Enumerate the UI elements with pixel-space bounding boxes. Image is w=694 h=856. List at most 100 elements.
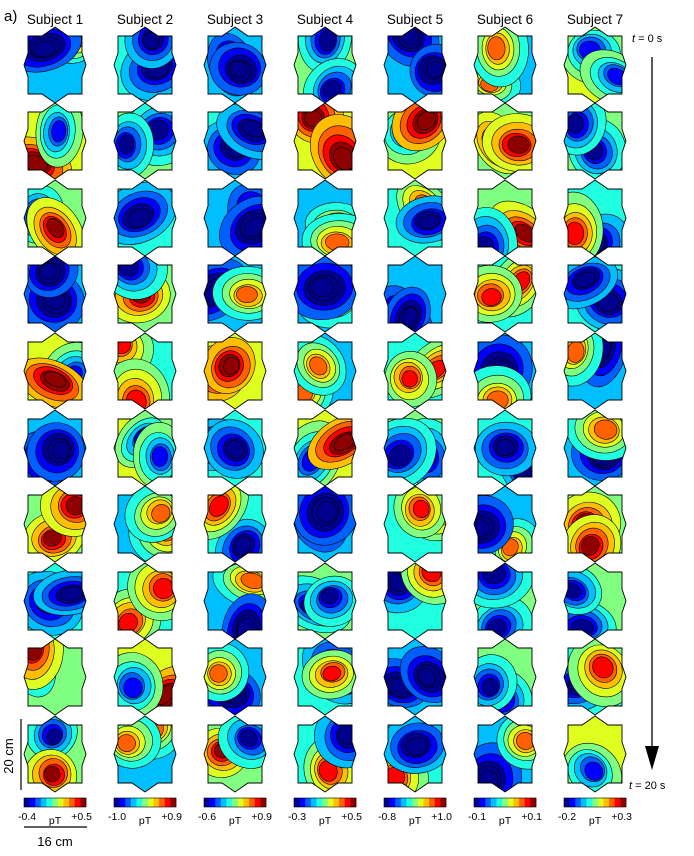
map-outline — [23, 255, 87, 333]
field-map — [384, 639, 446, 715]
colorbar-unit-label: pT — [139, 815, 152, 827]
subject-header: Subject 5 — [387, 12, 443, 27]
field-map — [384, 410, 446, 486]
map-outline — [113, 715, 177, 793]
map-outline — [293, 102, 357, 180]
field-map — [294, 716, 356, 792]
colorbar-unit-label: pT — [49, 815, 62, 827]
field-map — [564, 563, 626, 639]
map-outline — [113, 255, 177, 333]
field-map — [294, 563, 356, 639]
field-map — [204, 103, 266, 179]
field-map — [24, 563, 86, 639]
vertical-scale-label: 20 cm — [1, 738, 16, 773]
subject-header: Subject 1 — [27, 12, 83, 27]
field-map — [204, 410, 266, 486]
map-outline — [23, 102, 87, 180]
colorbar: -0.6 pT +0.9 — [198, 797, 272, 827]
colorbar-unit-label: pT — [499, 815, 512, 827]
field-map — [564, 103, 626, 179]
field-map — [294, 180, 356, 256]
map-outline — [293, 485, 357, 563]
field-map — [474, 716, 536, 792]
field-map — [114, 486, 176, 562]
field-map — [384, 333, 446, 409]
field-map — [474, 410, 536, 486]
field-maps-grid — [23, 26, 627, 793]
map-outline — [113, 332, 177, 410]
map-outline — [203, 255, 267, 333]
colorbar: -0.4 pT +0.5 — [18, 797, 92, 827]
map-outline — [293, 638, 357, 716]
map-outline — [383, 332, 447, 410]
map-outline — [203, 638, 267, 716]
colorbar-min-label: -0.6 — [198, 811, 216, 823]
field-map — [564, 27, 626, 103]
field-map — [564, 410, 626, 486]
field-map — [474, 103, 536, 179]
map-outline — [473, 715, 537, 793]
map-outline — [113, 102, 177, 180]
subject-header: Subject 6 — [477, 12, 533, 27]
colorbar-max-label: +0.3 — [611, 811, 632, 823]
map-outline — [113, 638, 177, 716]
map-outline — [563, 255, 627, 333]
colorbar-max-label: +0.9 — [251, 811, 272, 823]
time-start-label: t = 0 s — [632, 33, 663, 45]
colorbar: -0.1 pT +0.1 — [468, 797, 542, 827]
colorbars: -0.4 pT +0.5 -1.0 pT +0.9 -0.6 pT +0.9 -0.3 pT +0.5… — [18, 797, 632, 827]
colorbar-unit-label: pT — [589, 815, 602, 827]
field-map — [294, 639, 356, 715]
subject-header: Subject 2 — [117, 12, 173, 27]
subject-header: Subject 3 — [207, 12, 263, 27]
map-outline — [293, 715, 357, 793]
map-outline — [383, 715, 447, 793]
field-map — [564, 180, 626, 256]
colorbar-min-label: -0.1 — [468, 811, 486, 823]
colorbar-max-label: +0.5 — [71, 811, 92, 823]
map-outline — [203, 102, 267, 180]
colorbar-unit-label: pT — [319, 815, 332, 827]
map-outline — [293, 332, 357, 410]
field-map — [114, 256, 176, 332]
panel-label: a) — [4, 8, 17, 25]
map-outline — [383, 638, 447, 716]
colorbar-unit-label: pT — [229, 815, 242, 827]
field-map — [384, 180, 446, 256]
colorbar-unit-label: pT — [409, 815, 422, 827]
map-outline — [473, 638, 537, 716]
field-map — [204, 256, 266, 332]
map-outline — [563, 332, 627, 410]
field-map — [204, 333, 266, 409]
field-map — [384, 486, 446, 562]
colorbar: -0.2 pT +0.3 — [558, 797, 632, 827]
map-outline — [473, 332, 537, 410]
field-map — [114, 103, 176, 179]
map-outline — [383, 255, 447, 333]
field-map — [294, 256, 356, 332]
field-map — [24, 486, 86, 562]
colorbar: -0.8 pT +1.0 — [378, 797, 452, 827]
colorbar-max-label: +0.1 — [521, 811, 542, 823]
subject-header: Subject 7 — [567, 12, 623, 27]
map-outline — [23, 715, 87, 793]
map-outline — [563, 715, 627, 793]
colorbar-min-label: -0.8 — [378, 811, 396, 823]
field-map — [24, 180, 86, 256]
time-arrow — [645, 57, 659, 770]
map-outline — [473, 485, 537, 563]
map-outline — [293, 255, 357, 333]
map-outline — [563, 638, 627, 716]
colorbar-max-label: +1.0 — [431, 811, 452, 823]
colorbar-max-label: +0.9 — [161, 811, 182, 823]
colorbar: -0.3 pT +0.5 — [288, 797, 362, 827]
field-map — [204, 27, 266, 103]
field-map — [384, 716, 446, 792]
colorbar-max-label: +0.5 — [341, 811, 362, 823]
colorbar-min-label: -0.4 — [18, 811, 36, 823]
field-map — [294, 27, 356, 103]
map-outline — [203, 715, 267, 793]
field-map — [204, 639, 266, 715]
field-map — [474, 486, 536, 562]
